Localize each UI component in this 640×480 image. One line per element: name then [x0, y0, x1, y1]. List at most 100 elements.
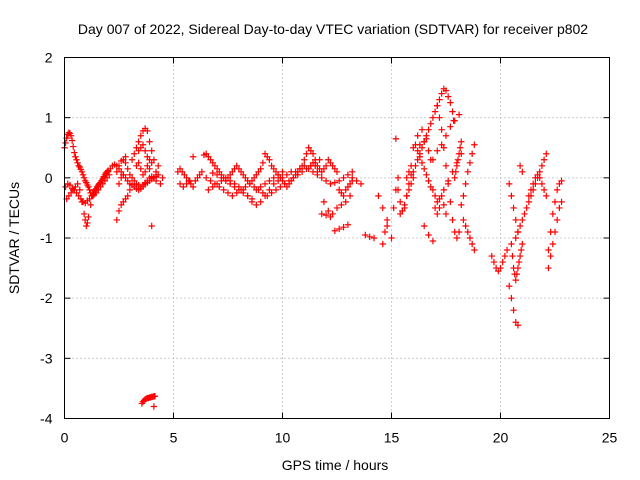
data-point — [283, 171, 291, 179]
data-point — [279, 174, 286, 182]
data-point — [510, 307, 517, 314]
data-point — [137, 132, 144, 139]
data-point — [333, 204, 341, 212]
data-point — [447, 198, 454, 206]
data-point — [410, 174, 417, 182]
data-point — [444, 177, 452, 185]
data-point — [383, 222, 391, 230]
data-point — [270, 180, 277, 188]
data-point — [450, 117, 457, 124]
data-point — [499, 258, 506, 266]
data-point — [458, 138, 465, 145]
data-point — [412, 162, 419, 169]
data-point — [226, 180, 234, 188]
data-point — [78, 168, 86, 176]
data-point — [366, 233, 373, 240]
data-point — [229, 192, 236, 200]
data-point — [322, 211, 330, 219]
data-point — [438, 90, 445, 97]
data-point — [418, 159, 426, 166]
data-point — [148, 222, 155, 230]
data-point — [516, 162, 524, 169]
data-point — [272, 186, 280, 194]
data-point — [523, 204, 530, 212]
grid — [64, 57, 610, 419]
data-point — [490, 258, 498, 266]
data-point — [436, 204, 443, 212]
data-point — [551, 198, 559, 206]
data-point — [67, 132, 75, 139]
data-point — [322, 162, 330, 169]
x-tick-label: 25 — [602, 430, 618, 446]
data-point — [331, 179, 339, 186]
x-tick-label: 15 — [384, 430, 400, 446]
data-point — [120, 171, 127, 179]
data-point — [527, 186, 535, 194]
x-tick-label: 0 — [61, 430, 69, 446]
data-point — [270, 174, 277, 182]
data-point — [113, 216, 121, 224]
data-point — [83, 222, 90, 230]
data-point — [401, 204, 408, 212]
data-point — [115, 162, 123, 169]
data-point — [159, 174, 166, 182]
data-point — [547, 252, 554, 260]
data-point — [449, 108, 456, 115]
data-point — [549, 210, 557, 218]
data-point — [519, 240, 526, 248]
data-point — [455, 111, 463, 118]
data-point — [464, 228, 471, 236]
data-point — [218, 174, 225, 182]
data-point — [235, 186, 243, 194]
data-point — [198, 168, 206, 176]
x-tick-label: 10 — [275, 430, 291, 446]
data-point — [518, 246, 525, 254]
data-point — [525, 198, 533, 206]
data-point — [344, 221, 352, 228]
data-point — [379, 240, 386, 248]
data-point — [340, 192, 347, 200]
data-point — [397, 198, 404, 206]
data-point — [414, 132, 421, 139]
data-point — [429, 186, 437, 194]
data-point — [338, 201, 345, 209]
data-point — [325, 207, 332, 215]
data-point — [556, 204, 563, 212]
data-point — [257, 183, 264, 191]
data-point — [131, 150, 138, 157]
data-point — [80, 174, 88, 182]
data-point — [558, 198, 565, 206]
data-point — [186, 177, 194, 185]
data-point — [144, 127, 151, 135]
data-point — [444, 93, 452, 100]
data-point — [442, 87, 450, 94]
axis-ticks: 0 5 10 15 20 25 -4 -3 -2 -1 0 1 2 — [40, 50, 617, 446]
data-point — [471, 141, 478, 148]
data-point — [462, 180, 469, 188]
data-point — [139, 141, 147, 148]
data-point — [312, 162, 319, 169]
data-point — [346, 192, 354, 200]
data-point — [85, 183, 92, 191]
x-tick-label: 5 — [170, 430, 178, 446]
data-point — [416, 153, 424, 160]
y-tick-label: -4 — [40, 411, 53, 427]
data-point — [189, 153, 197, 160]
data-point — [512, 216, 519, 224]
data-point — [506, 180, 513, 188]
data-point — [525, 192, 533, 200]
data-point — [497, 264, 504, 272]
data-point — [314, 168, 321, 176]
data-point — [253, 186, 260, 194]
data-point — [66, 181, 74, 189]
data-point — [421, 222, 428, 230]
data-point — [72, 153, 79, 160]
data-point — [370, 234, 378, 242]
data-point — [381, 228, 389, 236]
data-point — [257, 198, 264, 206]
data-point — [429, 156, 437, 163]
data-point — [152, 177, 160, 185]
data-point — [553, 186, 561, 194]
data-point — [509, 252, 516, 260]
data-point — [335, 177, 343, 185]
